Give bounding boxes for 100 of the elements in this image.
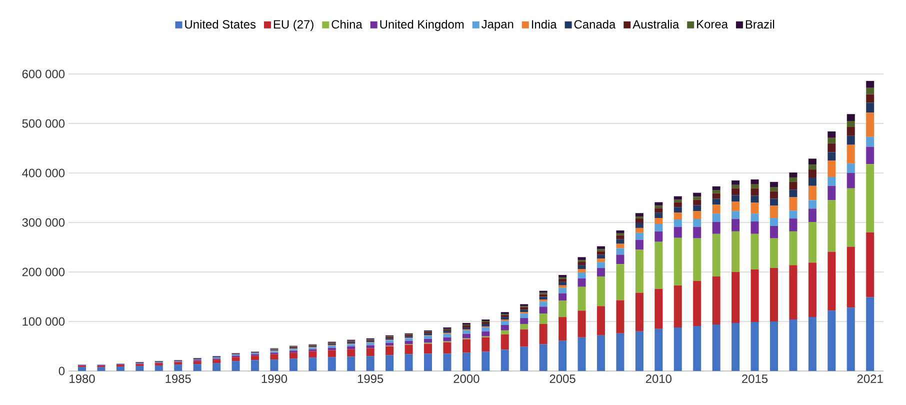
bar [693,200,702,206]
bar [616,248,624,255]
bar [558,285,567,288]
bar [596,251,605,255]
bar [693,192,702,197]
bar [482,324,490,326]
bar [500,330,509,334]
bar [424,344,432,354]
legend-label: China [332,20,362,29]
legend-label: Brazil [746,20,774,29]
bar [635,218,644,223]
bar [712,214,720,222]
bar [596,268,605,276]
x-tick-label: 2005 [550,374,576,383]
bar [289,358,298,371]
bar [654,212,663,218]
bar [770,206,778,218]
bar [770,198,778,206]
legend-label: United States [185,20,256,29]
bar [712,234,720,276]
bar [482,337,490,352]
bar [635,331,644,371]
bar [520,329,528,347]
bar [808,170,816,178]
bar [789,172,798,178]
bar [732,184,740,188]
bar [866,297,874,371]
bar [808,208,816,222]
legend-label: India [532,20,557,29]
bar [482,331,490,336]
bar [154,366,163,371]
bar [866,94,874,103]
bar [750,234,759,270]
y-tick-label: 300 000 [22,218,65,227]
bar [97,367,106,371]
bar [693,326,702,371]
bar [136,366,144,371]
bar [212,360,221,364]
bar [558,293,567,301]
bar [828,131,836,138]
bar [328,350,336,358]
bar [732,188,740,196]
bar [328,348,336,350]
bar [635,213,644,217]
bar [846,246,855,308]
bar [500,350,509,371]
bar [539,344,548,371]
bar [828,160,836,177]
bar [386,342,394,346]
bar [789,197,798,211]
bar [866,88,874,94]
bar [520,307,528,310]
bar [750,188,759,196]
x-tick-label: 1985 [166,374,191,383]
bar [366,348,374,356]
bar [674,226,682,238]
bar [732,231,740,272]
bar [828,152,836,161]
bar [674,220,682,227]
bar [750,222,759,234]
bar [520,314,528,318]
bar [828,310,836,371]
bar [712,324,720,371]
bar [750,322,759,371]
bar [750,202,759,214]
bar [578,262,586,266]
bar [732,322,740,371]
legend-label: Australia [632,20,680,29]
bar [846,136,855,145]
bar [750,184,759,188]
bar [578,278,586,287]
bar [232,357,240,362]
bar [750,270,759,322]
bar [404,340,413,344]
bar [328,357,336,371]
bar [654,208,663,213]
bar [578,286,586,311]
bar [500,321,509,325]
x-tick-label: 2021 [857,374,883,383]
bar [674,200,682,202]
bar [635,228,644,233]
bar [578,337,586,371]
bar [732,219,740,232]
bar [732,195,740,202]
bar [308,351,317,358]
bar [789,218,798,232]
bar [789,265,798,320]
bar [770,187,778,192]
bar [578,310,586,338]
bar [596,335,605,371]
bar [443,342,452,354]
bar [596,258,605,262]
bar [558,274,567,278]
bar [596,306,605,336]
bar [654,288,663,329]
y-tick-label: 100 000 [22,317,65,326]
bar [386,340,394,343]
bar [193,361,202,364]
bar [500,334,509,350]
bar [386,355,394,371]
